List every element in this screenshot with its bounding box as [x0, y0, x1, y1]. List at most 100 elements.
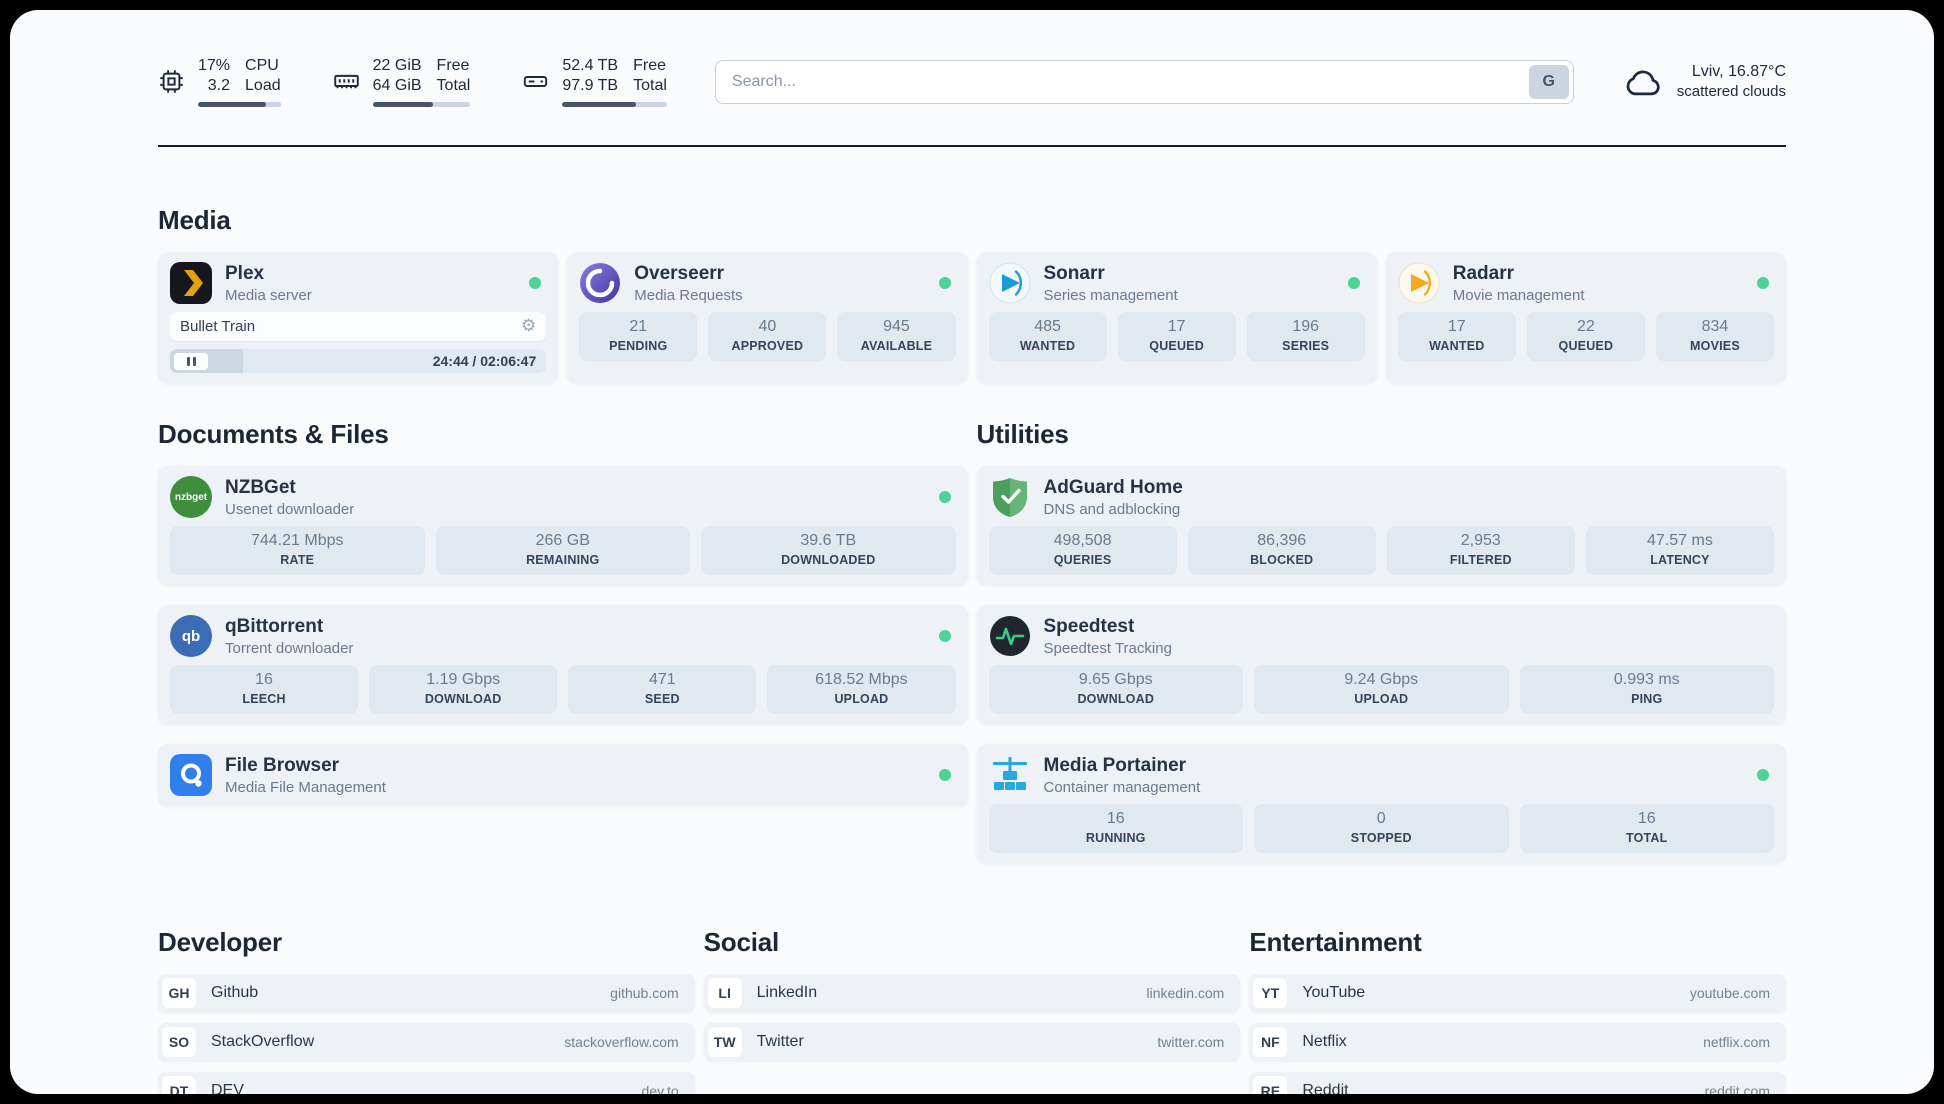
section-documents: Documents & Files nzbget NZBGet Usenet d… [158, 419, 968, 806]
stat-label: LEECH [242, 692, 286, 706]
memory-free-label: Free [436, 57, 470, 74]
stat-value: 266 GB [535, 532, 590, 549]
bookmark-name: Reddit [1302, 1082, 1349, 1094]
stat-label: DOWNLOADED [781, 553, 876, 567]
memory-progress-bar [372, 102, 471, 107]
search-input[interactable] [714, 59, 1574, 104]
service-name: Media Portainer [1043, 754, 1187, 776]
weather-condition: scattered clouds [1676, 83, 1786, 100]
disk-total-label: Total [633, 77, 667, 94]
stat-label: LATENCY [1650, 553, 1710, 567]
service-card-qbittorrent[interactable]: qb qBittorrent Torrent downloader 16 LEE… [158, 605, 968, 724]
cpu-progress-bar [198, 102, 281, 107]
service-card-radarr[interactable]: Radarr Movie management 17 WANTED 22 QUE… [1385, 252, 1786, 383]
github-abbr-badge: GH [162, 978, 196, 1008]
stat-value: 9.65 Gbps [1078, 671, 1153, 688]
overseerr-stat-approved: 40 APPROVED [708, 312, 827, 361]
bookmark-group-social: Social LI LinkedIn linkedin.com TW Twitt… [703, 927, 1241, 1061]
bookmark-linkedin[interactable]: LI LinkedIn linkedin.com [703, 974, 1241, 1012]
bookmark-netflix[interactable]: NF Netflix netflix.com [1249, 1023, 1786, 1061]
header: 17% 3.2 CPU Load [158, 56, 1786, 107]
gear-icon[interactable]: ⚙ [521, 316, 537, 336]
service-desc: Media File Management [225, 778, 386, 796]
status-dot [938, 630, 951, 642]
bookmark-dev[interactable]: DT DEV dev.to [158, 1072, 695, 1094]
stat-value: 39.6 TB [800, 532, 857, 549]
service-card-nzbget[interactable]: nzbget NZBGet Usenet downloader 744.21 M… [158, 466, 968, 585]
bookmark-name: Netflix [1302, 1033, 1347, 1050]
stackoverflow-abbr-badge: SO [162, 1027, 196, 1057]
bookmark-url: youtube.com [1689, 985, 1770, 1001]
bookmark-stackoverflow[interactable]: SO StackOverflow stackoverflow.com [158, 1023, 695, 1061]
dashboard: 17% 3.2 CPU Load [10, 10, 1934, 1094]
stat-value: 485 [1034, 318, 1061, 335]
pause-icon [186, 356, 190, 366]
adguard-stat-blocked: 86,396 BLOCKED [1187, 526, 1376, 575]
pause-button[interactable] [174, 352, 208, 370]
portainer-icon [989, 754, 1031, 796]
bookmark-name: YouTube [1302, 984, 1366, 1001]
stat-label: QUEUED [1558, 339, 1614, 353]
stat-label: STOPPED [1350, 831, 1412, 845]
stat-value: 17 [1167, 318, 1186, 335]
bookmark-url: netflix.com [1703, 1034, 1770, 1050]
service-card-sonarr[interactable]: Sonarr Series management 485 WANTED 17 Q… [976, 252, 1377, 383]
stat-label: PENDING [609, 339, 668, 353]
stat-label: SEED [644, 692, 680, 706]
netflix-abbr-badge: NF [1253, 1027, 1288, 1057]
bookmark-name: Twitter [756, 1033, 804, 1050]
radarr-stat-wanted: 17 WANTED [1397, 312, 1516, 361]
bookmark-url: dev.to [641, 1083, 679, 1094]
bookmark-youtube[interactable]: YT YouTube youtube.com [1249, 974, 1786, 1012]
service-card-portainer[interactable]: Media Portainer Container management 16 … [976, 744, 1786, 863]
cloud-icon [1622, 65, 1664, 99]
stat-value: 0 [1376, 810, 1386, 827]
service-desc: Movie management [1452, 286, 1585, 304]
status-dot [938, 277, 951, 289]
nzbget-icon: nzbget [170, 476, 212, 518]
bookmark-github[interactable]: GH Github github.com [158, 974, 695, 1012]
qbittorrent-icon: qb [170, 615, 212, 657]
memory-icon [333, 68, 360, 95]
header-divider [158, 145, 1786, 147]
sonarr-stat-series: 196 SERIES [1246, 312, 1365, 361]
service-card-adguard[interactable]: AdGuard Home DNS and adblocking 498,508 … [976, 466, 1786, 585]
stat-label: BLOCKED [1250, 553, 1314, 567]
stat-label: QUEUED [1149, 339, 1204, 353]
section-media: Media Plex Media server Bullet Train ⚙ [158, 205, 1786, 383]
service-name: Sonarr [1043, 262, 1105, 284]
stat-value: 17 [1447, 318, 1466, 335]
stat-value: 945 [883, 318, 910, 335]
service-name: qBittorrent [225, 615, 324, 637]
service-card-filebrowser[interactable]: File Browser Media File Management [158, 744, 968, 806]
section-utilities: Utilities AdGuard Home [976, 419, 1786, 863]
stat-label: QUERIES [1053, 553, 1112, 567]
bookmark-twitter[interactable]: TW Twitter twitter.com [703, 1023, 1241, 1061]
now-playing: Bullet Train ⚙ [170, 312, 547, 341]
status-dot [529, 277, 542, 289]
playback-progress-bar[interactable]: 24:44 / 02:06:47 [170, 349, 547, 373]
cpu-usage-value: 17% [198, 57, 231, 74]
service-desc: Usenet downloader [225, 500, 355, 518]
service-card-speedtest[interactable]: Speedtest Speedtest Tracking 9.65 Gbps D… [976, 605, 1786, 724]
section-title-utilities: Utilities [976, 419, 1069, 449]
overseerr-stat-available: 945 AVAILABLE [837, 312, 956, 361]
disk-progress-bar [562, 102, 667, 107]
cpu-widget: 17% 3.2 CPU Load [158, 56, 281, 107]
disk-icon [522, 68, 549, 95]
bookmark-name: DEV [211, 1082, 244, 1094]
stat-label: APPROVED [731, 339, 804, 353]
search-provider-button[interactable]: G [1528, 64, 1569, 99]
bookmark-reddit[interactable]: RE Reddit reddit.com [1249, 1072, 1786, 1094]
service-card-plex[interactable]: Plex Media server Bullet Train ⚙ 24:44 /… [158, 252, 559, 383]
bookmark-url: linkedin.com [1146, 985, 1225, 1001]
status-dot [938, 769, 951, 781]
nzbget-stat-remaining: 266 GB REMAINING [435, 526, 690, 575]
stat-value: 16 [1106, 810, 1125, 827]
section-title-documents: Documents & Files [158, 419, 389, 449]
speedtest-icon [989, 615, 1031, 657]
sonarr-icon [989, 262, 1031, 304]
service-card-overseerr[interactable]: Overseerr Media Requests 21 PENDING 40 A… [567, 252, 968, 383]
radarr-icon [1398, 262, 1440, 304]
stat-value: 16 [1637, 810, 1656, 827]
